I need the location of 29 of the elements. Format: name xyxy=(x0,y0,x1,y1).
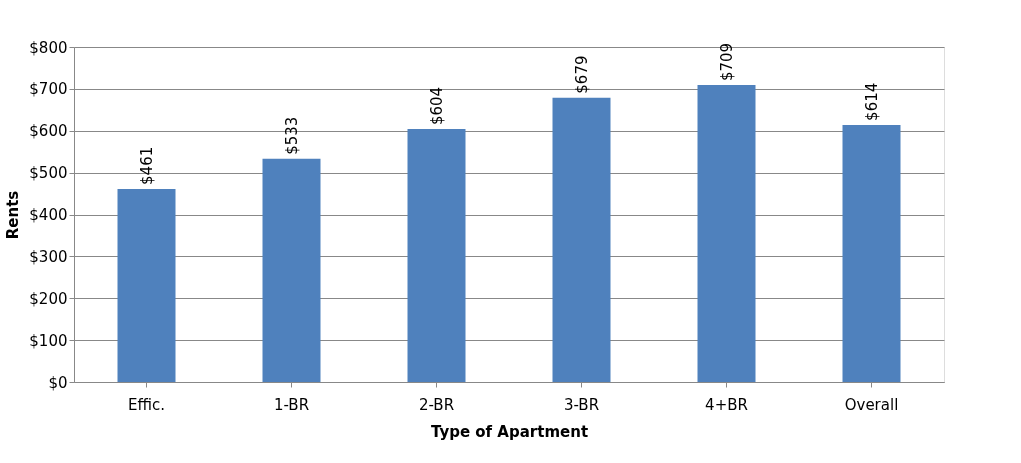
y-tick-label: $300 xyxy=(29,247,68,266)
bar xyxy=(117,188,176,382)
data-label: $679 xyxy=(572,55,591,94)
bar xyxy=(552,97,611,382)
bar xyxy=(407,129,466,382)
x-tick-label: 1-BR xyxy=(273,395,310,414)
bar xyxy=(262,158,321,382)
bar xyxy=(842,124,901,382)
y-tick-label: $100 xyxy=(29,331,68,350)
data-label: $614 xyxy=(862,82,881,121)
x-tick-label: Effic. xyxy=(128,395,165,414)
data-label: $533 xyxy=(282,116,301,155)
data-label: $461 xyxy=(137,146,156,185)
bar xyxy=(697,85,756,382)
x-tick-label: 3-BR xyxy=(563,395,600,414)
y-tick-label: $500 xyxy=(29,164,68,183)
data-label: $604 xyxy=(427,86,446,126)
y-tick-label: $400 xyxy=(29,206,68,224)
y-tick-label: $800 xyxy=(29,38,68,57)
y-tick-label: $200 xyxy=(29,289,68,308)
y-tick-label: $0 xyxy=(48,373,68,392)
y-tick-label: $600 xyxy=(29,122,68,141)
x-tick-label: 4+BR xyxy=(705,395,748,414)
x-axis-title: Type of Apartment xyxy=(430,422,589,441)
data-label: $709 xyxy=(717,42,736,82)
y-axis-title: Rents xyxy=(4,190,23,240)
y-tick-label: $700 xyxy=(29,80,68,99)
x-tick-label: 2-BR xyxy=(418,395,455,414)
x-tick-label: Overall xyxy=(844,395,899,414)
